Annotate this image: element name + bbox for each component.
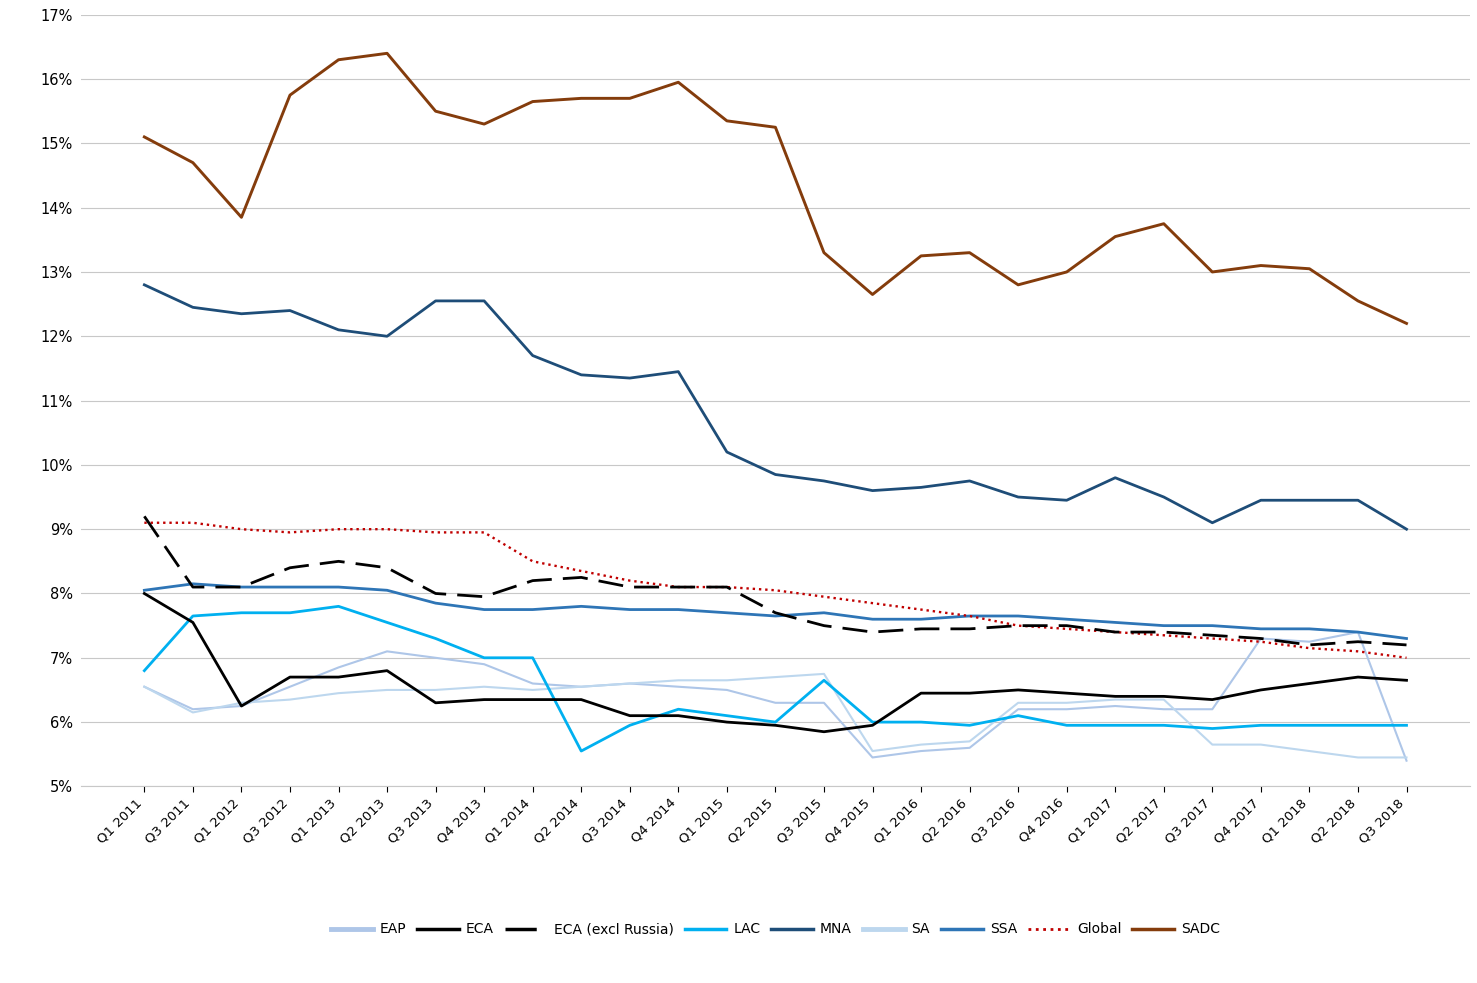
Legend: EAP, ECA, ECA (excl Russia), LAC, MNA, SA, SSA, Global, SADC: EAP, ECA, ECA (excl Russia), LAC, MNA, S…	[325, 917, 1226, 942]
